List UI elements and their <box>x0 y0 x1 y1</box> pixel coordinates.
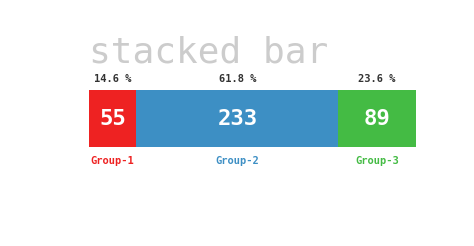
FancyBboxPatch shape <box>137 90 338 147</box>
Text: stacked bar: stacked bar <box>89 35 328 69</box>
FancyBboxPatch shape <box>89 90 137 147</box>
Text: 14.6 %: 14.6 % <box>94 75 131 84</box>
Text: 61.8 %: 61.8 % <box>219 75 256 84</box>
Text: 233: 233 <box>217 108 257 129</box>
Text: 55: 55 <box>99 108 126 129</box>
FancyBboxPatch shape <box>338 90 416 147</box>
Text: 89: 89 <box>364 108 391 129</box>
Text: Group-2: Group-2 <box>216 156 259 167</box>
Text: Group-3: Group-3 <box>355 156 399 167</box>
Text: 23.6 %: 23.6 % <box>358 75 396 84</box>
Text: Group-1: Group-1 <box>91 156 134 167</box>
